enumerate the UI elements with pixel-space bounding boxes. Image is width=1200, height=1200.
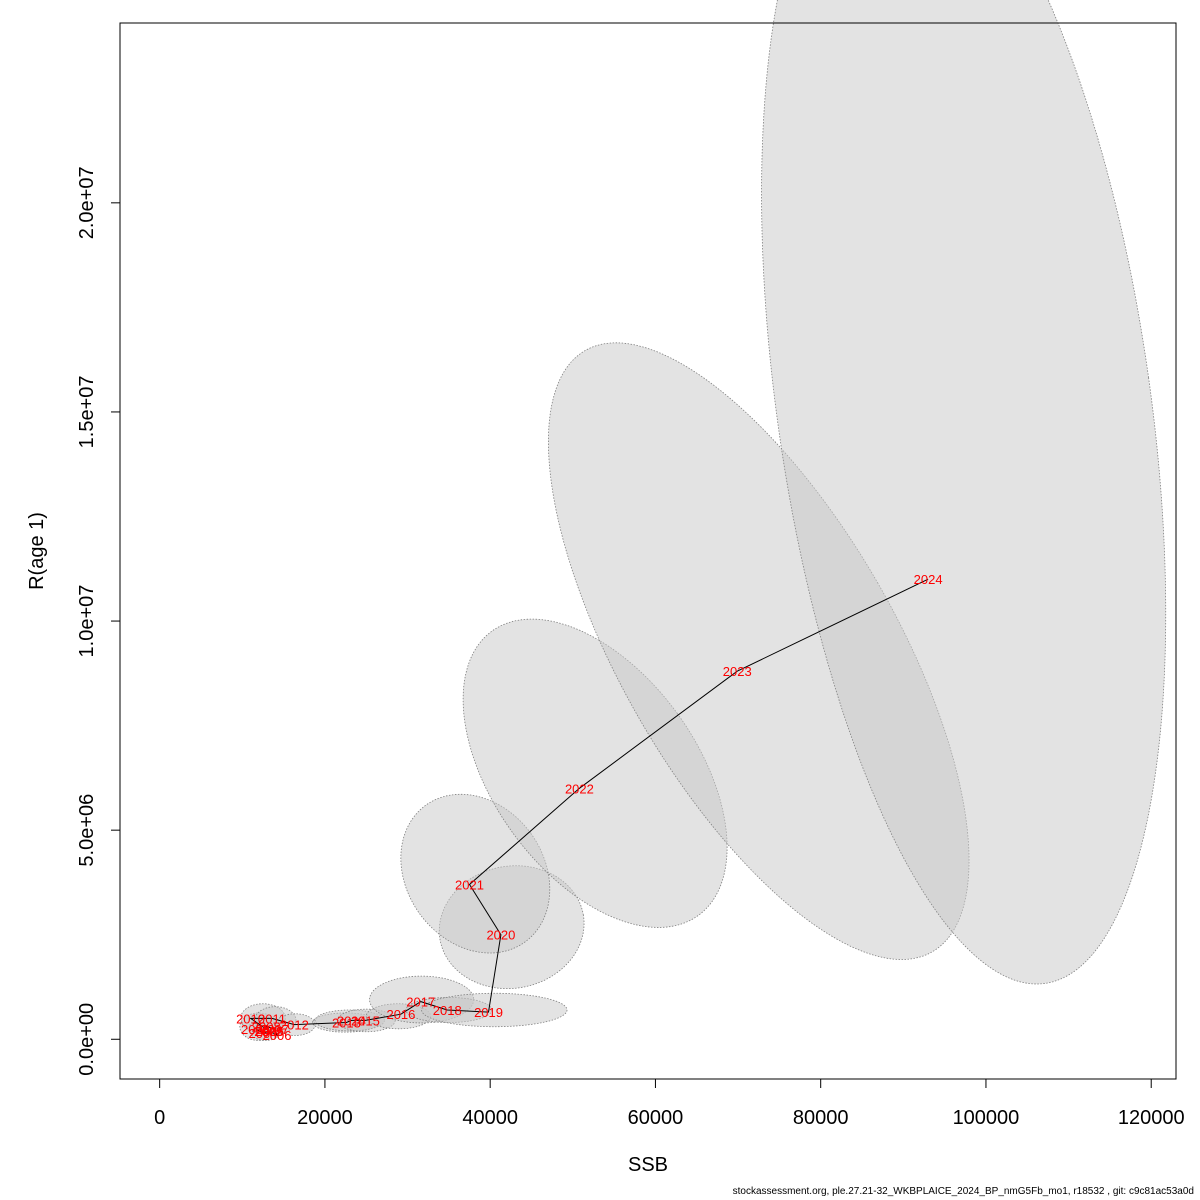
year-label-2024: 2024 xyxy=(914,572,943,587)
y-axis: 0.0e+00 5.0e+06 1.0e+07 1.5e+07 2.0e+07 xyxy=(76,166,121,1076)
confidence-ellipses xyxy=(239,0,1167,1041)
ellipse-2024 xyxy=(761,0,1167,985)
y-tick-label: 0.0e+00 xyxy=(76,1003,98,1076)
y-tick-label: 2.0e+07 xyxy=(76,166,98,239)
ellipse-2019 xyxy=(421,992,568,1028)
year-label-2013: 2013 xyxy=(332,1016,361,1031)
year-label-2010: 2010 xyxy=(236,1011,265,1026)
year-label-2022: 2022 xyxy=(565,781,594,796)
year-label-2009: 2009 xyxy=(254,1024,283,1039)
x-tick-label: 60000 xyxy=(628,1107,684,1129)
year-label-2004: 2004 xyxy=(248,1026,277,1041)
year-label-2006: 2006 xyxy=(263,1028,292,1043)
x-tick-label: 80000 xyxy=(793,1107,849,1129)
y-tick-label: 1.5e+07 xyxy=(76,376,98,449)
year-label-2021: 2021 xyxy=(455,878,484,893)
x-tick-label: 120000 xyxy=(1118,1107,1185,1129)
x-tick-label: 100000 xyxy=(953,1107,1020,1129)
year-label-2012: 2012 xyxy=(280,1018,309,1033)
x-tick-label: 20000 xyxy=(297,1107,353,1129)
x-axis: 0 20000 40000 60000 80000 100000 120000 xyxy=(154,1078,1185,1129)
year-label-2003: 2003 xyxy=(241,1022,270,1037)
year-label-2019: 2019 xyxy=(474,1005,503,1020)
y-tick-label: 5.0e+06 xyxy=(76,794,98,867)
year-label-2016: 2016 xyxy=(386,1007,415,1022)
x-tick-label: 0 xyxy=(154,1107,165,1129)
year-label-2008: 2008 xyxy=(252,1020,281,1035)
year-label-2011: 2011 xyxy=(258,1011,286,1026)
trajectory-line xyxy=(248,578,929,1037)
year-label-2023: 2023 xyxy=(723,664,752,679)
footer-source-note: stockassessment.org, ple.27.21-32_WKBPLA… xyxy=(732,1186,1194,1197)
year-label-2005: 2005 xyxy=(255,1024,284,1039)
year-labels: 2003200420052006200720082009201020112012… xyxy=(236,572,942,1043)
year-label-2007: 2007 xyxy=(260,1022,289,1037)
year-label-2014: 2014 xyxy=(337,1013,366,1028)
year-label-2020: 2020 xyxy=(486,928,515,943)
x-axis-label: SSB xyxy=(628,1154,668,1176)
x-tick-label: 40000 xyxy=(462,1107,518,1129)
y-tick-label: 1.0e+07 xyxy=(76,585,98,658)
year-label-2018: 2018 xyxy=(433,1003,462,1018)
year-label-2015: 2015 xyxy=(351,1013,380,1028)
year-label-2017: 2017 xyxy=(406,995,435,1010)
y-axis-label: R(age 1) xyxy=(26,512,48,590)
